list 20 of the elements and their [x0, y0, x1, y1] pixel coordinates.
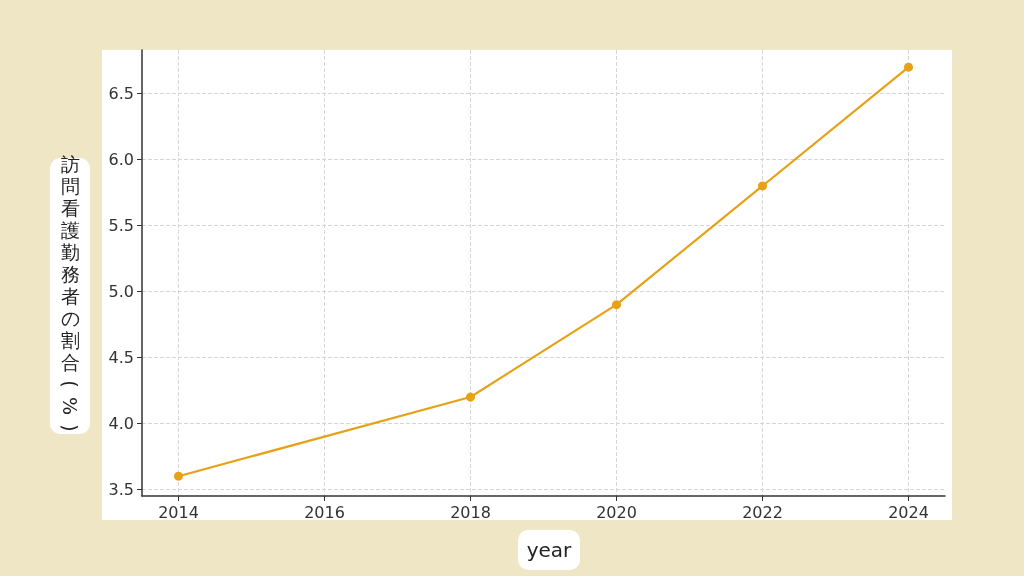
y-tick-label: 3.5	[108, 479, 134, 499]
x-tick-label: 2018	[450, 502, 491, 522]
y-tick-label: 6.0	[108, 150, 134, 170]
y-tick-label: 5.5	[108, 216, 134, 235]
x-axis-title: year	[518, 530, 580, 570]
y-tick-label: 4.5	[108, 347, 134, 367]
x-tick-label: 2024	[888, 502, 929, 522]
point	[758, 181, 767, 191]
x-tick-label: 2020	[596, 502, 637, 522]
point	[174, 471, 183, 481]
x-tick-label: 2016	[304, 502, 345, 522]
y-tick-label: 6.5	[108, 84, 134, 104]
x-tick-label: 2022	[742, 502, 783, 522]
y-tick-label: 4.0	[108, 413, 134, 433]
point	[904, 62, 913, 72]
y-tick-label: 5.0	[108, 281, 134, 301]
text: 訪問看護勤務者の割合(%)	[58, 153, 81, 432]
point	[466, 392, 475, 402]
x-tick-label: 2014	[158, 502, 199, 522]
point	[612, 300, 621, 310]
